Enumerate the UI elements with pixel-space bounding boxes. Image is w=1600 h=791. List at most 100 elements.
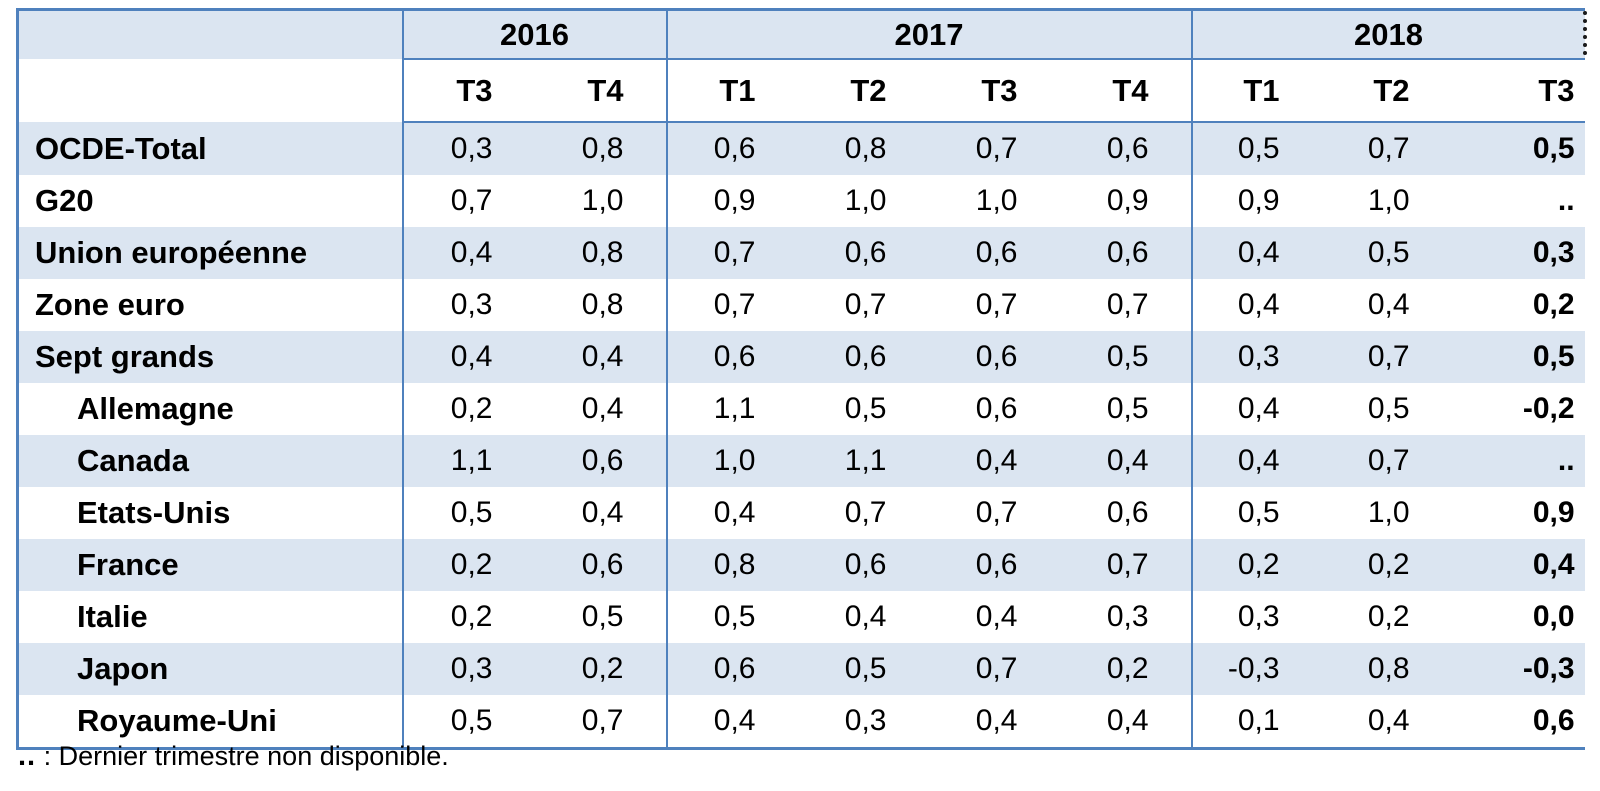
year-header-2018: 2018 (1190, 9, 1585, 60)
value-cell: 0,2 (401, 539, 535, 591)
value-cell: 0,6 (665, 331, 798, 383)
value-cell: 0,6 (928, 227, 1060, 279)
row-label: Italie (17, 591, 403, 643)
value-cell: 0,6 (928, 383, 1060, 435)
value-cell: .. (1451, 175, 1585, 227)
value-cell: 0,3 (797, 695, 929, 749)
year-header-row: 2016 2017 2018 (17, 9, 1585, 60)
value-cell: 0,7 (1059, 539, 1192, 591)
value-cell: 0,8 (797, 122, 929, 175)
value-cell: 0,4 (401, 331, 535, 383)
value-cell: 0,6 (928, 539, 1060, 591)
value-cell: 0,2 (1321, 539, 1452, 591)
value-cell: 0,7 (797, 487, 929, 539)
page-break-dotted-line (1583, 11, 1587, 55)
table-row: OCDE-Total 0,3 0,8 0,6 0,8 0,7 0,6 0,5 0,7 0,5 (17, 122, 1585, 175)
value-cell: 0,4 (1190, 435, 1322, 487)
value-cell: 0,7 (928, 643, 1060, 695)
quarter-header-2018-T1: T1 (1190, 59, 1322, 123)
value-cell: 0,6 (797, 227, 929, 279)
value-cell: 0,7 (928, 487, 1060, 539)
value-cell: 1,0 (797, 175, 929, 227)
value-cell: 0,8 (534, 122, 667, 175)
value-cell: 0,5 (1059, 331, 1192, 383)
value-cell: 0,9 (1451, 487, 1585, 539)
value-cell: 0,4 (797, 591, 929, 643)
value-cell: 0,6 (665, 643, 798, 695)
row-label: Japon (17, 643, 403, 695)
quarter-header-2016-T3: T3 (401, 59, 535, 123)
quarter-header-2017-T4: T4 (1059, 59, 1192, 123)
value-cell: 0,4 (928, 435, 1060, 487)
table-row: Royaume-Uni 0,5 0,7 0,4 0,3 0,4 0,4 0,1 0,4 0,6 (17, 695, 1585, 749)
value-cell: 0,0 (1451, 591, 1585, 643)
table-row: Etats-Unis 0,5 0,4 0,4 0,7 0,7 0,6 0,5 1,0 0,9 (17, 487, 1585, 539)
value-cell: 0,1 (1190, 695, 1322, 749)
value-cell: 0,4 (1321, 695, 1452, 749)
value-cell: 0,4 (665, 487, 798, 539)
value-cell: 0,5 (1451, 122, 1585, 175)
value-cell: 0,7 (1321, 122, 1452, 175)
value-cell: 0,9 (1059, 175, 1192, 227)
table-row: France 0,2 0,6 0,8 0,6 0,6 0,7 0,2 0,2 0,4 (17, 539, 1585, 591)
value-cell: 0,5 (534, 591, 667, 643)
value-cell: 0,2 (1321, 591, 1452, 643)
value-cell: 0,3 (1059, 591, 1192, 643)
value-cell: 0,3 (401, 279, 535, 331)
value-cell: 0,7 (928, 122, 1060, 175)
value-cell: 0,5 (401, 487, 535, 539)
value-cell: 0,6 (797, 539, 929, 591)
table-row: G20 0,7 1,0 0,9 1,0 1,0 0,9 0,9 1,0.. (17, 175, 1585, 227)
quarter-header-2016-T4: T4 (534, 59, 667, 123)
gdp-quarterly-growth-table: 2016 2017 2018 T3 T4 T1 T2 T3 T4 T1 T2 T3 OCDE-Tot… (16, 8, 1585, 750)
value-cell: 0,4 (928, 591, 1060, 643)
quarter-header-2018-T3: T3 (1451, 59, 1585, 123)
row-label: OCDE-Total (17, 122, 403, 175)
value-cell: .. (1451, 435, 1585, 487)
row-label: Allemagne (17, 383, 403, 435)
value-cell: 0,2 (534, 643, 667, 695)
value-cell: 0,4 (1190, 383, 1322, 435)
value-cell: 1,0 (534, 175, 667, 227)
value-cell: 0,5 (1321, 383, 1452, 435)
value-cell: 0,7 (797, 279, 929, 331)
value-cell: 0,7 (401, 175, 535, 227)
value-cell: 0,3 (401, 643, 535, 695)
value-cell: 0,5 (797, 383, 929, 435)
row-label: Canada (17, 435, 403, 487)
value-cell: 0,4 (1059, 695, 1192, 749)
value-cell: 0,8 (534, 279, 667, 331)
row-label: Sept grands (17, 331, 403, 383)
table-row: Union européenne 0,4 0,8 0,7 0,6 0,6 0,6 0,4 0,5… (17, 227, 1585, 279)
value-cell: 0,5 (1451, 331, 1585, 383)
value-cell: 0,6 (1059, 122, 1192, 175)
value-cell: 1,0 (928, 175, 1060, 227)
value-cell: 1,0 (665, 435, 798, 487)
corner-cell (17, 9, 403, 59)
value-cell: 0,7 (928, 279, 1060, 331)
value-cell: 0,4 (1321, 279, 1452, 331)
footnote-missing-symbol: .. (18, 740, 37, 772)
value-cell: 0,7 (665, 279, 798, 331)
value-cell: 0,5 (1190, 487, 1322, 539)
row-label: Etats-Unis (17, 487, 403, 539)
value-cell: 0,2 (1451, 279, 1585, 331)
value-cell: -0,2 (1451, 383, 1585, 435)
value-cell: 1,1 (797, 435, 929, 487)
table-row: Italie 0,2 0,5 0,5 0,4 0,4 0,3 0,3 0,2 0,0 (17, 591, 1585, 643)
table-body: OCDE-Total 0,3 0,8 0,6 0,8 0,7 0,6 0,5 0,7 0,5 G20… (17, 122, 1585, 749)
value-cell: 0,4 (1190, 279, 1322, 331)
value-cell: 0,4 (1059, 435, 1192, 487)
value-cell: 0,4 (665, 695, 798, 749)
value-cell: 0,5 (1059, 383, 1192, 435)
value-cell: 0,3 (1451, 227, 1585, 279)
row-label: G20 (17, 175, 403, 227)
footnote-text: : Dernier trimestre non disponible. (36, 741, 449, 771)
table-row: Sept grands 0,4 0,4 0,6 0,6 0,6 0,5 0,3 0,7 0,5 (17, 331, 1585, 383)
row-label: Union européenne (17, 227, 403, 279)
quarter-header-2018-T2: T2 (1321, 59, 1452, 123)
row-label: Zone euro (17, 279, 403, 331)
value-cell: 0,6 (534, 539, 667, 591)
year-header-2017: 2017 (665, 9, 1192, 60)
value-cell: 1,0 (1321, 487, 1452, 539)
